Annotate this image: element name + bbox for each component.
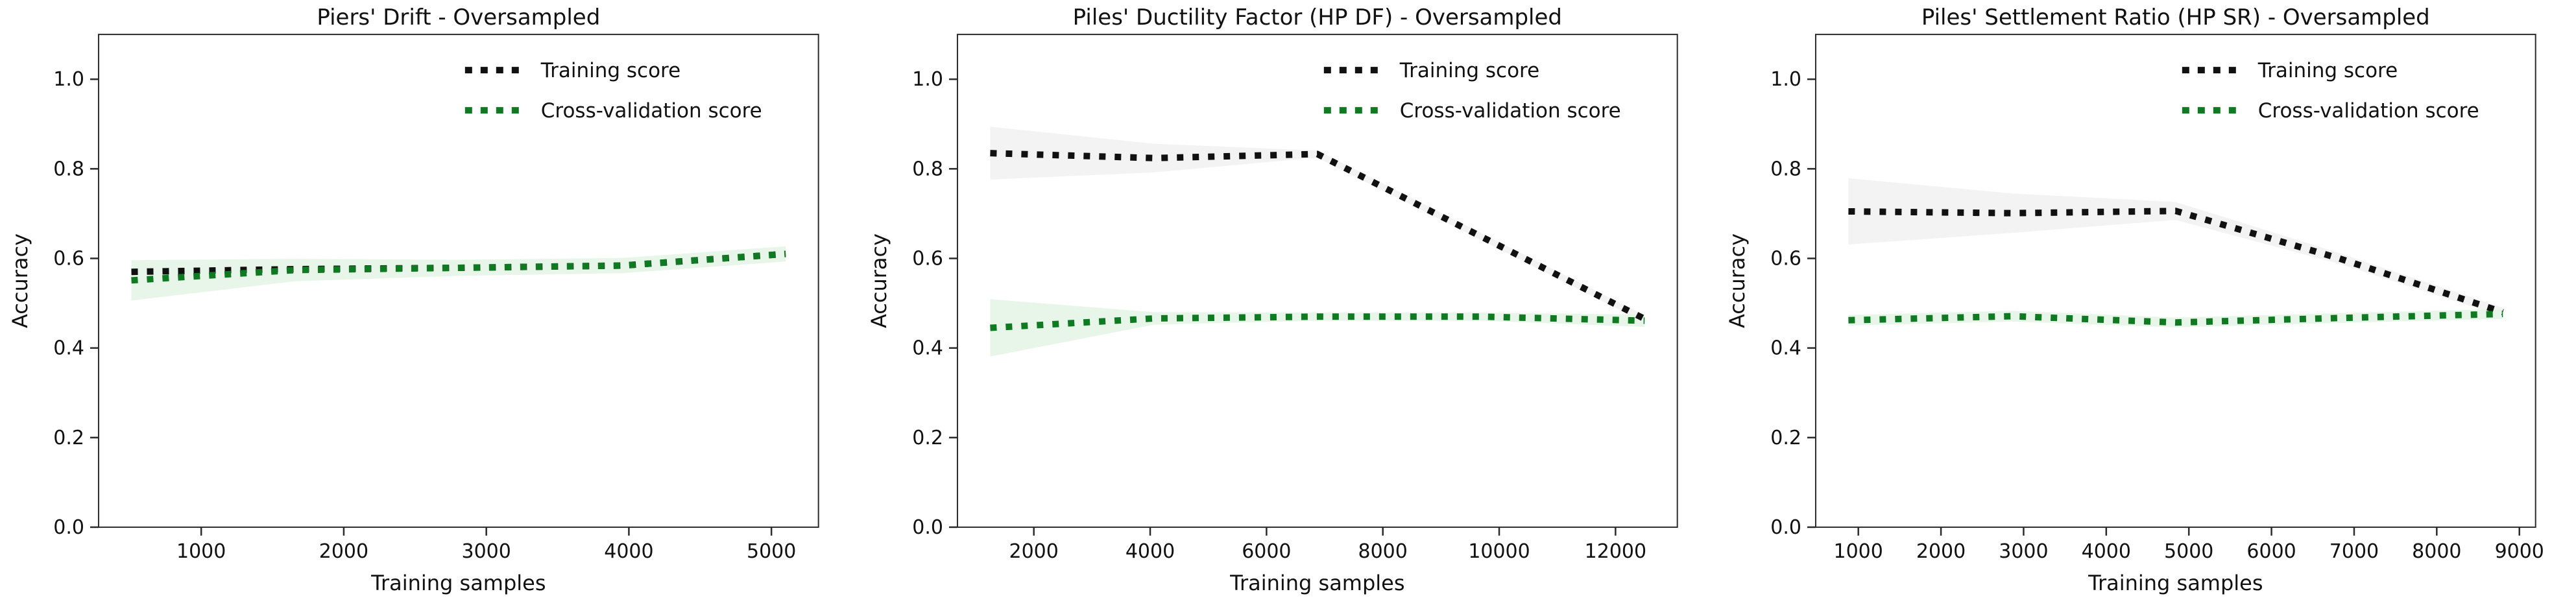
x-tick-label: 12000 xyxy=(1584,540,1646,563)
legend-label: Training score xyxy=(2257,59,2398,82)
x-tick-label: 4000 xyxy=(1125,540,1175,563)
axes-frame xyxy=(97,34,819,528)
legend-label: Cross-validation score xyxy=(2258,99,2479,123)
x-tick-label: 5000 xyxy=(2164,540,2213,563)
y-tick-label: 0.4 xyxy=(53,337,84,360)
y-tick-label: 0.6 xyxy=(912,247,943,270)
y-tick-label: 0.8 xyxy=(53,158,84,180)
x-axis-label: Training samples xyxy=(2088,571,2263,595)
chart-panel-piers-drift: 1000 2000 3000 4000 5000 0.0 0.2 0.4 0.6 0.8 1.0 Pi… xyxy=(0,0,859,607)
chart-background xyxy=(0,0,859,607)
cross-validation-score-band xyxy=(990,299,1644,357)
x-tick-label: 5000 xyxy=(747,540,796,563)
axes-frame xyxy=(1815,34,2537,528)
legend: Training score Cross-validation score xyxy=(2182,59,2479,123)
chart-title: Piles' Ductility Factor (HP DF) - Oversa… xyxy=(1072,5,1561,30)
x-tick-label: 4000 xyxy=(2082,540,2131,563)
y-tick-label: 0.8 xyxy=(912,158,943,180)
y-tick-label: 1.0 xyxy=(1771,68,1802,91)
chart-background xyxy=(1717,0,2576,607)
y-tick-label: 0.0 xyxy=(912,516,943,539)
chart-svg: 1000 2000 3000 4000 5000 0.0 0.2 0.4 0.6 0.8 1.0 Pi… xyxy=(0,0,859,607)
x-tick-label: 8000 xyxy=(2413,540,2462,563)
chart-title: Piles' Settlement Ratio (HP SR) - Oversa… xyxy=(1921,5,2430,30)
y-tick-label: 0.2 xyxy=(53,427,84,449)
cross-validation-score-line xyxy=(131,250,786,284)
training-score-line xyxy=(989,150,1646,322)
axes-frame xyxy=(956,34,1678,528)
y-tick-label: 0.2 xyxy=(1771,427,1802,449)
y-tick-label: 0.0 xyxy=(1771,516,1802,539)
training-score-band xyxy=(990,126,1644,323)
x-axis-label: Training samples xyxy=(1229,571,1404,595)
y-tick-label: 0.4 xyxy=(912,337,943,360)
y-tick-label: 1.0 xyxy=(53,68,84,91)
cross-validation-score-band xyxy=(1848,309,2503,327)
legend-label: Cross-validation score xyxy=(541,99,762,123)
x-tick-label: 4000 xyxy=(604,540,653,563)
x-tick-label: 7000 xyxy=(2329,540,2379,563)
y-tick-label: 0.0 xyxy=(53,516,84,539)
x-tick-label: 2000 xyxy=(1009,540,1058,563)
chart-title: Piers' Drift - Oversampled xyxy=(317,5,600,30)
y-tick-label: 0.6 xyxy=(1771,247,1802,270)
chart-background xyxy=(858,0,1718,607)
cross-validation-score-line xyxy=(989,313,1644,331)
chart-svg: 1000 2000 3000 4000 5000 6000 7000 8000 9000 0.0 0… xyxy=(1717,0,2576,607)
chart-panel-piles-settlement-ratio: 1000 2000 3000 4000 5000 6000 7000 8000 9000 0.0 0… xyxy=(1717,0,2576,607)
y-tick-label: 1.0 xyxy=(912,68,943,91)
training-score-band xyxy=(1848,178,2503,317)
legend-label: Training score xyxy=(1399,59,1539,82)
x-tick-label: 2000 xyxy=(1916,540,1966,563)
y-tick-label: 0.6 xyxy=(53,247,84,270)
y-axis-label: Accuracy xyxy=(8,233,32,328)
legend-label: Training score xyxy=(540,59,680,82)
x-tick-label: 8000 xyxy=(1358,540,1407,563)
y-tick-label: 0.4 xyxy=(1771,337,1802,360)
chart-svg: 2000 4000 6000 8000 10000 12000 0.0 0.2 0.4 0.6 0.… xyxy=(858,0,1718,607)
x-tick-label: 1000 xyxy=(176,540,226,563)
y-tick-label: 0.8 xyxy=(1771,158,1802,180)
x-tick-label: 10000 xyxy=(1468,540,1530,563)
x-tick-label: 6000 xyxy=(1242,540,1291,563)
y-axis-label: Accuracy xyxy=(867,233,891,328)
x-tick-label: 3000 xyxy=(462,540,511,563)
chart-panel-piles-ductility-factor: 2000 4000 6000 8000 10000 12000 0.0 0.2 0.4 0.6 0.… xyxy=(858,0,1718,607)
legend-label: Cross-validation score xyxy=(1399,99,1620,123)
x-axis-label: Training samples xyxy=(370,571,546,595)
y-axis-label: Accuracy xyxy=(1725,233,1750,328)
legend: Training score Cross-validation score xyxy=(1323,59,1620,123)
training-score-line xyxy=(1848,208,2505,316)
x-tick-label: 6000 xyxy=(2247,540,2296,563)
x-tick-label: 1000 xyxy=(1834,540,1883,563)
legend: Training score Cross-validation score xyxy=(464,59,762,123)
y-tick-label: 0.2 xyxy=(912,427,943,449)
x-tick-label: 9000 xyxy=(2495,540,2544,563)
x-tick-label: 3000 xyxy=(1999,540,2049,563)
cross-validation-score-band xyxy=(131,246,786,301)
x-tick-label: 2000 xyxy=(319,540,368,563)
cross-validation-score-line xyxy=(1848,311,2503,326)
